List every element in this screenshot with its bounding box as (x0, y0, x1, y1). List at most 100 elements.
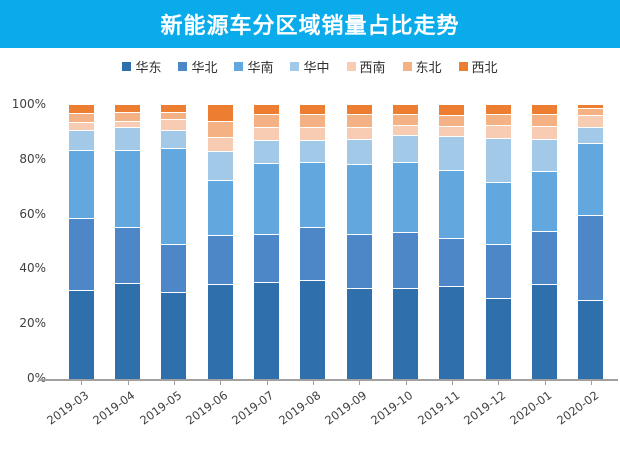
x-tick (81, 381, 83, 385)
bar-column (161, 104, 187, 379)
bar-segment (392, 161, 418, 233)
bar-segment (439, 126, 465, 137)
y-tick-label: 20% (19, 316, 46, 331)
bar-segment (300, 161, 326, 227)
x-tick-label: 2019-07 (229, 388, 277, 428)
bar-segment (531, 126, 557, 140)
bar-column (392, 104, 418, 379)
bar-segment (578, 142, 604, 215)
x-tick-label: 2019-05 (136, 388, 185, 428)
x-tick-label: 2019-09 (322, 388, 370, 428)
legend-swatch-icon (402, 61, 412, 71)
bar-segment (439, 285, 465, 379)
bar-segment (207, 105, 233, 122)
legend-item: 华东 (122, 57, 161, 76)
bar-segment (578, 300, 604, 379)
bar-segment (531, 230, 557, 285)
bar-segment (531, 170, 557, 231)
bar-segment (207, 284, 233, 379)
bar-segment (485, 297, 511, 379)
x-tick-label: 2019-04 (90, 388, 138, 428)
bar-segment (531, 284, 557, 379)
bar-segment (439, 169, 465, 238)
bar-segment (392, 288, 418, 379)
x-tick (127, 381, 129, 385)
bar-segment (253, 162, 279, 234)
bar-segment (161, 292, 187, 379)
x-tick (359, 381, 361, 385)
bar-segment (346, 104, 372, 115)
bar-segment (392, 135, 418, 162)
x-tick (451, 381, 453, 385)
x-tick (544, 381, 546, 385)
legend-label: 西北 (471, 60, 498, 76)
bar-segment (68, 129, 94, 150)
bar-column (578, 105, 604, 379)
legend-label: 华北 (191, 60, 218, 76)
x-tick (266, 381, 268, 385)
bar-segment (346, 114, 372, 128)
bar-segment (161, 244, 187, 293)
bar-segment (253, 233, 279, 282)
x-tick-label: 2020-02 (553, 388, 602, 428)
bar-column (531, 105, 557, 379)
x-tick (590, 381, 592, 385)
bar-segment (114, 149, 140, 227)
bar-segment (346, 127, 372, 140)
bar-segment (392, 113, 418, 125)
bar-segment (68, 113, 94, 123)
bar-segment (207, 151, 233, 181)
bar-segment (114, 111, 140, 121)
bar-segment (578, 105, 604, 109)
legend-label: 西南 (359, 60, 386, 76)
bar-segment (114, 104, 140, 112)
bar-segment (114, 127, 140, 150)
bar-segment (161, 129, 187, 149)
bar-segment (68, 122, 94, 130)
bar-segment (300, 104, 326, 115)
y-tick-label: 60% (19, 206, 46, 221)
bar-segment (392, 232, 418, 289)
bar-segment (161, 119, 187, 130)
x-tick-label: 2019-12 (461, 388, 509, 428)
bar-segment (346, 164, 372, 234)
bar-segment (531, 114, 557, 127)
bar-segment (114, 120, 140, 128)
plot-area (58, 104, 614, 379)
x-tick-label: 2019-06 (183, 388, 231, 428)
legend-item: 东北 (402, 57, 442, 76)
x-tick (498, 381, 500, 385)
legend-swatch-icon (290, 61, 300, 71)
legend-label: 华东 (135, 60, 162, 76)
bar-segment (253, 140, 279, 163)
bar-column (439, 104, 465, 379)
x-tick-label: 2020-01 (507, 388, 555, 428)
x-tick-label: 2019-08 (275, 388, 324, 428)
legend-item: 西南 (346, 57, 386, 76)
legend-label: 东北 (415, 60, 442, 76)
bar-segment (207, 234, 233, 285)
legend-label: 华中 (303, 60, 330, 76)
bar-segment (207, 121, 233, 137)
x-tick (220, 381, 222, 385)
bar-segment (68, 217, 94, 290)
bar-segment (392, 104, 418, 114)
bar-segment (485, 137, 511, 182)
legend-item: 西北 (458, 57, 498, 76)
legend-label: 华南 (247, 60, 274, 76)
bar-segment (300, 114, 326, 128)
bar-segment (207, 136, 233, 152)
bar-segment (253, 114, 279, 128)
y-tick-label: 80% (19, 151, 46, 166)
legend-swatch-icon (458, 61, 468, 71)
bar-segment (578, 115, 604, 128)
bar-segment (439, 136, 465, 170)
bar-segment (346, 139, 372, 165)
bar-segment (300, 280, 326, 379)
bar-segment (485, 105, 511, 114)
legend-item: 华南 (234, 57, 273, 76)
bar-segment (531, 139, 557, 171)
bar-segment (161, 148, 187, 245)
bar-segment (114, 226, 140, 283)
bar-segment (392, 124, 418, 136)
